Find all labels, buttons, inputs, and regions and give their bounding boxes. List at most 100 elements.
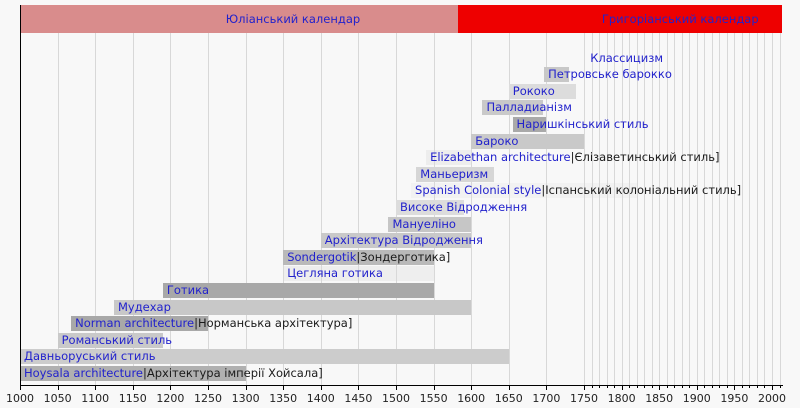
gridline-1750: [584, 33, 585, 385]
period-15-link[interactable]: Мудехар: [118, 299, 171, 314]
gridline-1700: [546, 33, 548, 385]
axis-tick-label-1750: 1750: [570, 392, 598, 405]
axis-tick-label-1600: 1600: [457, 392, 486, 405]
gridline-1970: [749, 33, 751, 385]
axis-minor-tick-1980: [756, 385, 758, 388]
period-16-bar: [71, 316, 208, 332]
period-0-link[interactable]: Классицизм: [590, 50, 664, 65]
period-3-link[interactable]: Палладианізм: [486, 100, 572, 115]
period-19-link[interactable]: Hoysala architecture: [24, 365, 144, 380]
gridline-1900: [696, 33, 698, 385]
axis-minor-tick-1870: [674, 385, 676, 388]
period-7-link[interactable]: Маньеризм: [420, 166, 489, 181]
period-10-label: Мануеліно: [392, 217, 455, 232]
gridline-1840: [651, 33, 653, 385]
axis-tick-label-1800: 1800: [607, 392, 636, 405]
gridline-1960: [741, 33, 743, 385]
gridline-1980: [756, 33, 758, 385]
period-11-link[interactable]: Архітектура Відродження: [324, 233, 483, 248]
gridline-1810: [629, 33, 631, 385]
axis-tick-label-1250: 1250: [194, 392, 222, 405]
period-3-label: Палладианізм: [486, 100, 571, 115]
axis-major-tick-1950: [734, 385, 736, 390]
julian-calendar-link[interactable]: Юліанський календар: [225, 12, 361, 26]
axis-major-tick-1500: [396, 385, 397, 390]
gridline-1930: [719, 33, 721, 385]
gridline-1150: [132, 33, 134, 385]
axis-minor-tick-1970: [749, 385, 751, 388]
gridline-2010: [779, 33, 781, 385]
gridline-1860: [666, 33, 668, 385]
axis-minor-tick-1770: [599, 385, 601, 388]
gridline-1050: [57, 33, 59, 385]
period-5-label: Бароко: [475, 134, 518, 149]
period-10-link[interactable]: Мануеліно: [392, 216, 456, 231]
period-2-label: Рококо: [513, 84, 555, 99]
axis-minor-tick-1930: [719, 385, 721, 388]
period-9-link[interactable]: Високе Відродження: [400, 199, 528, 214]
period-19-label: Hoysala architecture|Архітектура імперії…: [24, 366, 323, 381]
axis-minor-tick-1760: [591, 385, 593, 388]
gregorian-calendar-link[interactable]: Григоріанський календар: [601, 12, 759, 26]
period-1-label: Петровське барокко: [548, 67, 672, 82]
axis-minor-tick-1840: [651, 385, 653, 388]
gridline-1890: [689, 33, 691, 385]
period-12-bar: [283, 249, 434, 265]
period-4-link[interactable]: Наришкінський стиль: [516, 116, 649, 131]
period-6-bar: [426, 150, 472, 166]
period-13-link[interactable]: Цегляна готика: [287, 266, 383, 281]
gridline-1770: [599, 33, 601, 385]
gridline-2000: [772, 33, 773, 385]
axis-minor-tick-2010: [779, 385, 781, 388]
axis-major-tick-1700: [546, 385, 548, 390]
period-12-link[interactable]: Sondergotik: [287, 249, 357, 264]
axis-tick-label-1900: 1900: [682, 392, 711, 405]
period-2-bar: [508, 83, 577, 99]
period-2-link[interactable]: Рококо: [512, 83, 555, 98]
axis-major-tick-1000: [20, 385, 21, 390]
period-1-link[interactable]: Петровське барокко: [548, 67, 672, 82]
gridline-1830: [644, 33, 646, 385]
gridline-1990: [764, 33, 766, 385]
period-16-link[interactable]: Norman architecture: [75, 316, 195, 331]
axis-tick-label-1400: 1400: [306, 392, 335, 405]
period-13-label: Цегляна готика: [287, 266, 383, 281]
period-6-link[interactable]: Elizabethan architecture: [430, 150, 571, 165]
gridline-1870: [674, 33, 676, 385]
axis-major-tick-1800: [621, 385, 623, 390]
period-8-bar: [411, 183, 637, 199]
period-5-link[interactable]: Бароко: [475, 133, 519, 148]
axis-major-tick-1300: [245, 385, 247, 390]
axis-minor-tick-1960: [741, 385, 743, 388]
gridline-1300: [245, 33, 247, 385]
gridline-1450: [358, 33, 360, 385]
axis-minor-tick-1990: [764, 385, 766, 388]
period-8-link[interactable]: Spanish Colonial style: [415, 183, 542, 198]
axis-tick-label-1550: 1550: [419, 392, 448, 405]
gridline-1780: [606, 33, 608, 385]
period-18-link[interactable]: Давньоруський стиль: [24, 349, 156, 364]
period-17-bar: [57, 332, 163, 348]
axis-minor-tick-1830: [644, 385, 646, 388]
period-19-plain-text: |Архітектура імперії Хойсала]: [143, 365, 323, 380]
axis-major-tick-1400: [320, 385, 322, 390]
period-0-label: Классицизм: [590, 51, 663, 66]
gridline-1850: [659, 33, 661, 385]
period-1-bar: [544, 67, 569, 83]
period-17-link[interactable]: Романський стиль: [61, 332, 173, 347]
julian-calendar-bar: Юліанський календар: [20, 5, 458, 33]
axis-tick-label-1650: 1650: [494, 392, 523, 405]
period-6-label: Elizabethan architecture|Єлізаветинський…: [430, 150, 719, 165]
period-9-bar: [396, 199, 464, 215]
period-14-link[interactable]: Готика: [166, 282, 210, 297]
axis-tick-label-1700: 1700: [532, 392, 561, 405]
axis-major-tick-1200: [170, 385, 172, 390]
axis-tick-label-1850: 1850: [645, 392, 674, 405]
axis-major-tick-1350: [283, 385, 285, 390]
period-19-bar: [20, 365, 246, 381]
period-14-bar: [162, 282, 434, 298]
axis-major-tick-2000: [772, 385, 773, 390]
axis-tick-label-1300: 1300: [231, 392, 260, 405]
axis-tick-label-1500: 1500: [382, 392, 410, 405]
